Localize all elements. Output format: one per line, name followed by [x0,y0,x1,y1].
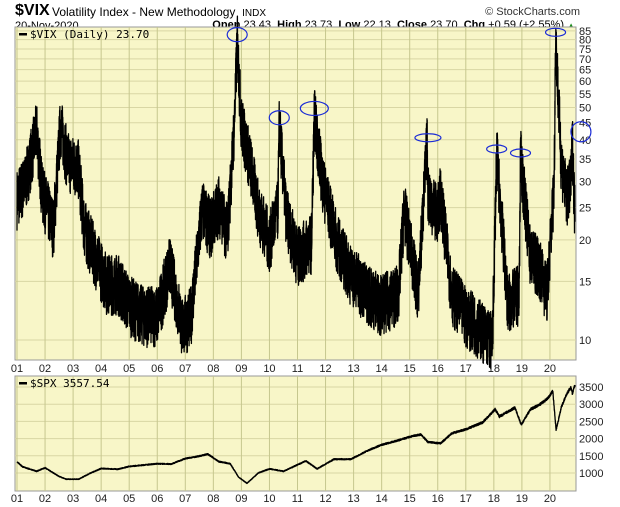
y-tick-label: 3000 [579,399,603,411]
x-tick-label: 01 [11,493,23,505]
series-line-vix [16,15,576,370]
panel-background [14,26,577,361]
x-tick-label: 04 [95,493,107,505]
panel-background [14,375,577,492]
y-tick-label: 45 [579,118,591,130]
legend-swatch [19,33,27,36]
x-tick-label: 03 [67,363,79,375]
y-tick-label: 35 [579,154,591,166]
x-tick-label: 16 [432,493,444,505]
index-title: Volatility Index - New Methodology [52,5,236,19]
y-tick-label: 50 [579,103,591,115]
x-tick-label: 08 [207,363,219,375]
x-tick-label: 01 [11,363,23,375]
x-tick-label: 05 [123,493,135,505]
x-tick-label: 09 [235,363,247,375]
y-tick-label: 1000 [579,468,603,480]
series-line-spx [16,384,576,485]
legend-label: $VIX (Daily) 23.70 [30,28,149,41]
y-tick-label: 2000 [579,434,603,446]
x-tick-label: 16 [432,363,444,375]
y-tick-label: 25 [579,203,591,215]
index-name: Volatility Index - New Methodology INDX [52,5,266,19]
x-tick-label: 05 [123,363,135,375]
x-tick-label: 18 [488,493,500,505]
source-credit[interactable]: © StockCharts.com [485,6,580,18]
y-tick-label: 80 [579,35,591,47]
spike-highlight-ellipse [226,27,248,43]
x-tick-label: 17 [460,493,472,505]
y-tick-label: 85 [579,26,591,38]
x-tick-label: 02 [39,363,51,375]
y-tick-label: 2500 [579,416,603,428]
y-tick-label: 70 [579,54,591,66]
x-tick-label: 06 [151,493,163,505]
exchange: INDX [242,8,267,19]
x-tick-label: 02 [39,493,51,505]
y-tick-label: 15 [579,276,591,288]
x-tick-label: 20 [544,493,556,505]
x-tick-label: 12 [319,363,331,375]
y-tick-label: 20 [579,235,591,247]
spike-highlight-ellipse [544,27,567,37]
y-tick-label: 3500 [579,382,603,394]
y-tick-label: 1500 [579,451,603,463]
spike-highlight-ellipse [486,144,508,154]
spike-highlight-ellipse [414,133,442,143]
x-tick-label: 10 [263,363,275,375]
x-tick-label: 09 [235,493,247,505]
y-tick-label: 10 [579,335,591,347]
x-tick-label: 06 [151,363,163,375]
spike-highlight-ellipse [570,121,592,143]
y-tick-label: 55 [579,89,591,101]
legend-label: $SPX 3557.54 [30,377,110,390]
x-tick-label: 15 [404,363,416,375]
x-tick-label: 07 [179,363,191,375]
x-tick-label: 08 [207,493,219,505]
up-arrow-icon: ▲ [567,21,575,30]
x-tick-label: 13 [347,363,359,375]
y-tick-label: 75 [579,44,591,56]
x-tick-label: 15 [404,493,416,505]
x-tick-label: 03 [67,493,79,505]
y-tick-label: 60 [579,76,591,88]
x-tick-label: 14 [376,493,388,505]
legend-swatch [19,382,27,385]
x-tick-label: 12 [319,493,331,505]
spike-highlight-ellipse [268,110,290,126]
x-tick-label: 10 [263,493,275,505]
x-tick-label: 04 [95,363,107,375]
x-tick-label: 14 [376,363,388,375]
symbol: $VIX [15,2,50,19]
spike-highlight-ellipse [299,100,329,117]
spike-highlight-ellipse [509,148,532,158]
x-tick-label: 07 [179,493,191,505]
y-tick-label: 30 [579,176,591,188]
x-tick-label: 13 [347,493,359,505]
x-tick-label: 17 [460,363,472,375]
x-tick-label: 11 [292,363,303,375]
x-tick-label: 20 [544,363,556,375]
x-tick-label: 11 [292,493,303,505]
x-tick-label: 19 [516,493,528,505]
y-tick-label: 65 [579,65,591,77]
x-tick-label: 19 [516,363,528,375]
